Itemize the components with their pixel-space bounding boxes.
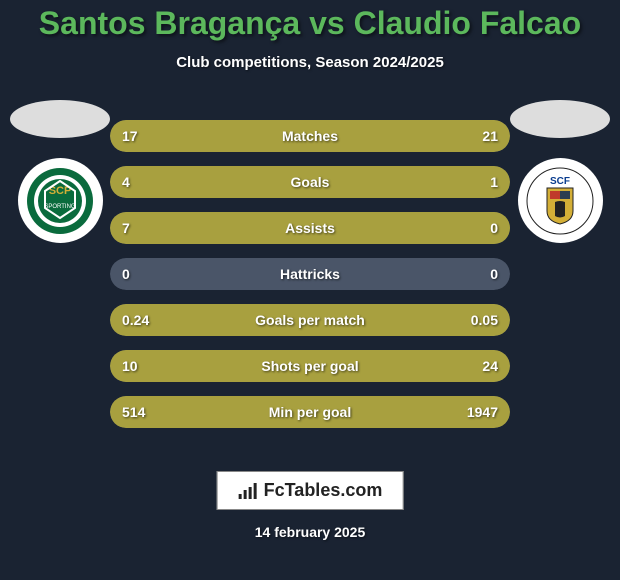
- svg-text:SCF: SCF: [550, 176, 570, 187]
- stat-label: Goals: [291, 174, 330, 190]
- right-player-oval: [510, 100, 610, 138]
- stat-value-left: 0.24: [122, 312, 149, 328]
- stat-label: Min per goal: [269, 404, 351, 420]
- stat-value-left: 7: [122, 220, 130, 236]
- stat-row: 514 Min per goal 1947: [110, 396, 510, 428]
- stats-container: 17 Matches 21 4 Goals 1 7 Assists 0 0 Ha…: [110, 120, 510, 442]
- stat-label: Matches: [282, 128, 338, 144]
- stat-row: 10 Shots per goal 24: [110, 350, 510, 382]
- subtitle: Club competitions, Season 2024/2025: [0, 54, 620, 71]
- right-team-crest: SCF: [518, 158, 603, 243]
- stat-label: Hattricks: [280, 266, 340, 282]
- stat-label: Goals per match: [255, 312, 365, 328]
- stat-row: 0 Hattricks 0: [110, 258, 510, 290]
- date-text: 14 february 2025: [217, 524, 404, 540]
- stat-label: Shots per goal: [261, 358, 358, 374]
- svg-text:SPORTING: SPORTING: [44, 204, 76, 210]
- left-team-crest: SCP SPORTING: [18, 158, 103, 243]
- stat-value-right: 0: [490, 220, 498, 236]
- stat-row: 4 Goals 1: [110, 166, 510, 198]
- brand-text: FcTables.com: [264, 480, 383, 501]
- stat-row: 7 Assists 0: [110, 212, 510, 244]
- right-player-badge: SCF: [510, 100, 610, 243]
- stat-label: Assists: [285, 220, 335, 236]
- stat-value-right: 24: [482, 358, 498, 374]
- stat-fill-right: [194, 396, 510, 428]
- stat-row: 17 Matches 21: [110, 120, 510, 152]
- page-title: Santos Bragança vs Claudio Falcao: [0, 5, 620, 42]
- left-player-oval: [10, 100, 110, 138]
- stat-value-right: 1947: [467, 404, 498, 420]
- stat-value-left: 0: [122, 266, 130, 282]
- stat-value-left: 17: [122, 128, 138, 144]
- stat-value-left: 4: [122, 174, 130, 190]
- stat-value-left: 10: [122, 358, 138, 374]
- stat-value-right: 0.05: [471, 312, 498, 328]
- stat-row: 0.24 Goals per match 0.05: [110, 304, 510, 336]
- stat-value-left: 514: [122, 404, 145, 420]
- stat-value-right: 0: [490, 266, 498, 282]
- chart-icon: [238, 482, 258, 500]
- stat-value-right: 21: [482, 128, 498, 144]
- sporting-crest-icon: SCP SPORTING: [25, 166, 95, 236]
- left-player-badge: SCP SPORTING: [10, 100, 110, 243]
- stat-value-right: 1: [490, 174, 498, 190]
- fctables-brand: FcTables.com: [217, 471, 404, 510]
- stat-fill-left: [110, 166, 430, 198]
- farense-crest-icon: SCF: [525, 166, 595, 236]
